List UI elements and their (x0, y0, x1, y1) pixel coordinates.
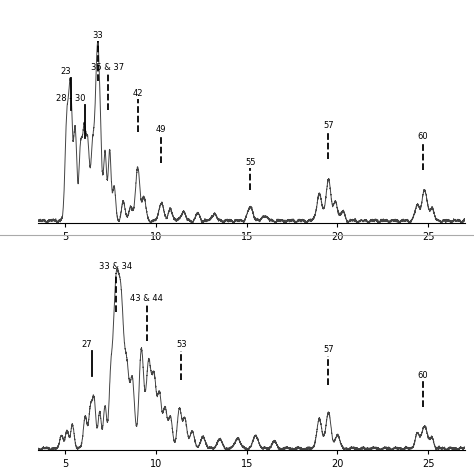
Text: 23: 23 (60, 67, 71, 76)
Text: 35 & 37: 35 & 37 (91, 63, 124, 72)
Text: 57: 57 (323, 121, 334, 130)
Text: 60: 60 (418, 371, 428, 380)
Text: 53: 53 (176, 340, 187, 349)
Text: 33 & 34: 33 & 34 (100, 262, 133, 271)
Text: 55: 55 (245, 157, 255, 166)
Text: 42: 42 (133, 89, 143, 98)
Text: 28 - 30: 28 - 30 (55, 94, 85, 103)
Text: 27: 27 (82, 340, 92, 349)
Text: 49: 49 (156, 125, 167, 134)
Text: 43 & 44: 43 & 44 (130, 294, 163, 303)
Text: 33: 33 (92, 31, 103, 40)
Text: 60: 60 (418, 132, 428, 141)
Text: 57: 57 (323, 345, 334, 354)
